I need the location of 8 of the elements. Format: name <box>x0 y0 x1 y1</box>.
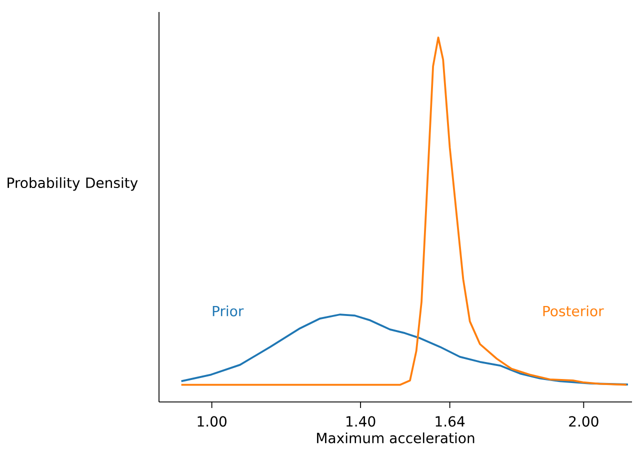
x-tick-label: 1.40 <box>346 416 376 427</box>
x-tick-label: 1.64 <box>436 416 465 427</box>
x-tick-label: 2.00 <box>569 416 598 427</box>
text: Prior <box>212 306 244 316</box>
text: Posterior <box>543 306 604 316</box>
y-axis-title: Probability Density <box>8 177 138 191</box>
x-tick-label: 1.00 <box>198 416 226 427</box>
x-axis-title: Maximum acceleration <box>317 432 474 444</box>
